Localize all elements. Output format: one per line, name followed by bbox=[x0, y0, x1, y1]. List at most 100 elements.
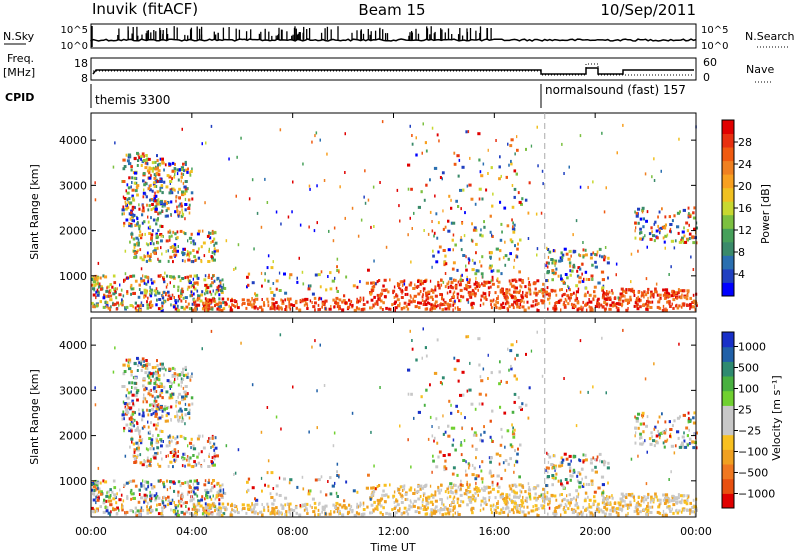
power-echo-cell bbox=[216, 307, 219, 311]
power-echo-cell bbox=[246, 275, 249, 279]
power-echo-cell bbox=[527, 277, 530, 281]
power-echo-cell bbox=[540, 211, 543, 215]
velocity-echo-cell bbox=[653, 444, 656, 448]
velocity-echo-cell bbox=[149, 499, 153, 503]
power-echo-cell bbox=[466, 280, 470, 284]
power-echo-cell bbox=[222, 283, 225, 287]
power-echo-cell bbox=[429, 210, 432, 214]
velocity-echo-cell bbox=[142, 400, 145, 404]
power-echo-cell bbox=[133, 243, 137, 247]
velocity-echo-cell bbox=[561, 458, 565, 462]
power-echo-cell bbox=[118, 293, 122, 297]
velocity-echo-cell bbox=[222, 512, 226, 516]
velocity-echo-cell bbox=[611, 494, 613, 498]
power-echo-cell bbox=[479, 303, 482, 307]
power-echo-cell bbox=[190, 170, 193, 173]
power-echo-cell bbox=[302, 162, 304, 166]
velocity-echo-cell bbox=[136, 454, 139, 458]
velocity-echo-cell bbox=[180, 504, 183, 508]
power-echo-cell bbox=[640, 298, 642, 302]
velocity-echo-cell bbox=[524, 499, 527, 503]
velocity-echo-cell bbox=[322, 508, 326, 511]
power-echo-cell bbox=[291, 210, 293, 214]
power-echo-cell bbox=[538, 289, 541, 293]
velocity-echo-cell bbox=[134, 511, 137, 515]
power-echo-cell bbox=[584, 248, 587, 252]
power-echo-cell bbox=[152, 206, 156, 210]
power-echo-cell bbox=[569, 273, 572, 277]
power-echo-cell bbox=[519, 238, 522, 242]
velocity-echo-cell bbox=[154, 396, 156, 400]
velocity-echo-cell bbox=[203, 459, 206, 463]
power-echo-cell bbox=[582, 255, 585, 259]
power-echo-cell bbox=[659, 231, 661, 235]
velocity-echo-cell bbox=[109, 503, 113, 507]
power-echo-cell bbox=[301, 270, 304, 274]
power-echo-cell bbox=[157, 169, 161, 173]
velocity-echo-cell bbox=[676, 511, 680, 515]
velocity-echo-cell bbox=[516, 510, 520, 514]
power-echo-cell bbox=[567, 284, 569, 288]
power-echo-cell bbox=[153, 173, 156, 177]
power-echo-cell bbox=[579, 134, 582, 138]
velocity-echo-cell bbox=[448, 512, 451, 516]
power-echo-cell bbox=[644, 234, 646, 238]
power-echo-cell bbox=[136, 249, 139, 253]
power-echo-cell bbox=[205, 289, 208, 293]
power-echo-cell bbox=[454, 286, 458, 290]
velocity-echo-cell bbox=[503, 411, 507, 415]
velocity-echo-cell bbox=[471, 497, 475, 501]
velocity-echo-cell bbox=[688, 508, 692, 512]
velocity-echo-cell bbox=[683, 508, 686, 512]
power-echo-cell bbox=[563, 304, 567, 307]
power-echo-cell bbox=[664, 215, 667, 219]
velocity-echo-cell bbox=[196, 494, 199, 498]
velocity-echo-cell bbox=[661, 412, 663, 416]
velocity-echo-cell bbox=[413, 499, 417, 503]
power-echo-cell bbox=[676, 225, 680, 229]
velocity-echo-cell bbox=[692, 498, 695, 502]
power-echo-cell bbox=[585, 286, 588, 290]
power-echo-cell bbox=[364, 201, 367, 205]
velocity-echo-cell bbox=[225, 507, 228, 511]
power-echo-cell bbox=[141, 209, 145, 213]
velocity-echo-cell bbox=[581, 467, 584, 471]
power-echo-cell bbox=[489, 214, 492, 218]
velocity-echo-cell bbox=[218, 484, 222, 488]
velocity-echo-cell bbox=[106, 490, 110, 494]
power-echo-cell bbox=[253, 247, 255, 251]
power-echo-cell bbox=[553, 249, 555, 252]
velocity-echo-cell bbox=[537, 496, 539, 500]
velocity-echo-cell bbox=[579, 472, 582, 476]
velocity-echo-cell bbox=[452, 500, 455, 504]
power-echo-cell bbox=[431, 220, 433, 223]
velocity-echo-cell bbox=[572, 455, 576, 459]
velocity-echo-cell bbox=[603, 463, 606, 467]
colorbar-tick-label: 24 bbox=[738, 158, 752, 171]
power-echo-cell bbox=[181, 251, 184, 255]
velocity-echo-cell bbox=[151, 394, 154, 398]
velocity-echo-cell bbox=[586, 513, 588, 517]
velocity-echo-cell bbox=[171, 366, 175, 370]
velocity-echo-cell bbox=[666, 505, 669, 509]
power-echo-cell bbox=[666, 300, 669, 304]
velocity-echo-cell bbox=[492, 503, 495, 507]
power-echo-cell bbox=[553, 289, 557, 293]
power-echo-cell bbox=[513, 300, 517, 304]
power-echo-cell bbox=[601, 296, 604, 300]
velocity-echo-cell bbox=[173, 458, 176, 462]
velocity-echo-cell bbox=[561, 460, 564, 464]
power-echo-cell bbox=[129, 201, 133, 205]
velocity-echo-cell bbox=[575, 495, 579, 499]
velocity-echo-cell bbox=[459, 493, 463, 497]
velocity-echo-cell bbox=[97, 486, 99, 490]
power-echo-cell bbox=[159, 163, 161, 167]
power-echo-cell bbox=[149, 225, 152, 229]
power-echo-cell bbox=[187, 302, 190, 306]
power-echo-cell bbox=[525, 291, 529, 295]
velocity-echo-cell bbox=[444, 512, 448, 516]
velocity-echo-cell bbox=[659, 501, 662, 505]
power-echo-cell bbox=[129, 155, 132, 159]
power-echo-cell bbox=[183, 169, 185, 173]
velocity-echo-cell bbox=[218, 506, 221, 510]
